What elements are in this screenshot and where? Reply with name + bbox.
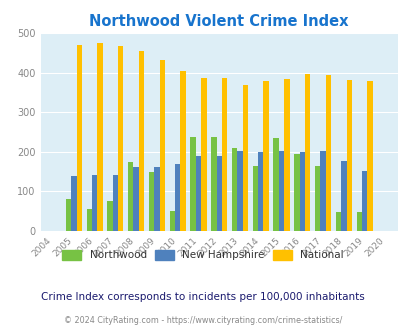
Bar — [346, 80, 351, 231]
Bar — [278, 151, 284, 231]
Bar — [231, 148, 237, 231]
Bar — [139, 51, 144, 231]
Bar — [133, 167, 139, 231]
Bar — [175, 164, 180, 231]
Bar — [113, 175, 118, 231]
Bar — [149, 172, 154, 231]
Bar — [367, 81, 372, 231]
Bar — [211, 137, 216, 231]
Bar — [86, 209, 92, 231]
Bar — [273, 138, 278, 231]
Bar — [314, 166, 320, 231]
Text: © 2024 CityRating.com - https://www.cityrating.com/crime-statistics/: © 2024 CityRating.com - https://www.city… — [64, 315, 341, 325]
Bar — [237, 150, 242, 231]
Bar — [284, 79, 289, 231]
Bar — [356, 213, 361, 231]
Bar — [222, 78, 227, 231]
Bar — [335, 213, 340, 231]
Text: Crime Index corresponds to incidents per 100,000 inhabitants: Crime Index corresponds to incidents per… — [41, 292, 364, 302]
Title: Northwood Violent Crime Index: Northwood Violent Crime Index — [89, 14, 348, 29]
Bar — [97, 43, 102, 231]
Bar — [195, 156, 200, 231]
Bar — [118, 46, 123, 231]
Bar — [252, 166, 258, 231]
Bar — [299, 152, 304, 231]
Bar — [66, 199, 71, 231]
Bar — [294, 154, 299, 231]
Bar — [180, 71, 185, 231]
Bar — [242, 85, 247, 231]
Bar — [361, 171, 367, 231]
Bar — [304, 74, 310, 231]
Bar — [92, 175, 97, 231]
Bar — [200, 78, 206, 231]
Bar — [263, 81, 268, 231]
Bar — [216, 156, 222, 231]
Bar — [154, 167, 159, 231]
Bar — [340, 161, 346, 231]
Bar — [107, 201, 113, 231]
Legend: Northwood, New Hampshire, National: Northwood, New Hampshire, National — [62, 250, 343, 260]
Bar — [159, 60, 164, 231]
Bar — [258, 152, 263, 231]
Bar — [320, 150, 325, 231]
Bar — [325, 75, 330, 231]
Bar — [71, 176, 77, 231]
Bar — [190, 137, 195, 231]
Bar — [128, 162, 133, 231]
Bar — [77, 45, 82, 231]
Bar — [169, 211, 175, 231]
